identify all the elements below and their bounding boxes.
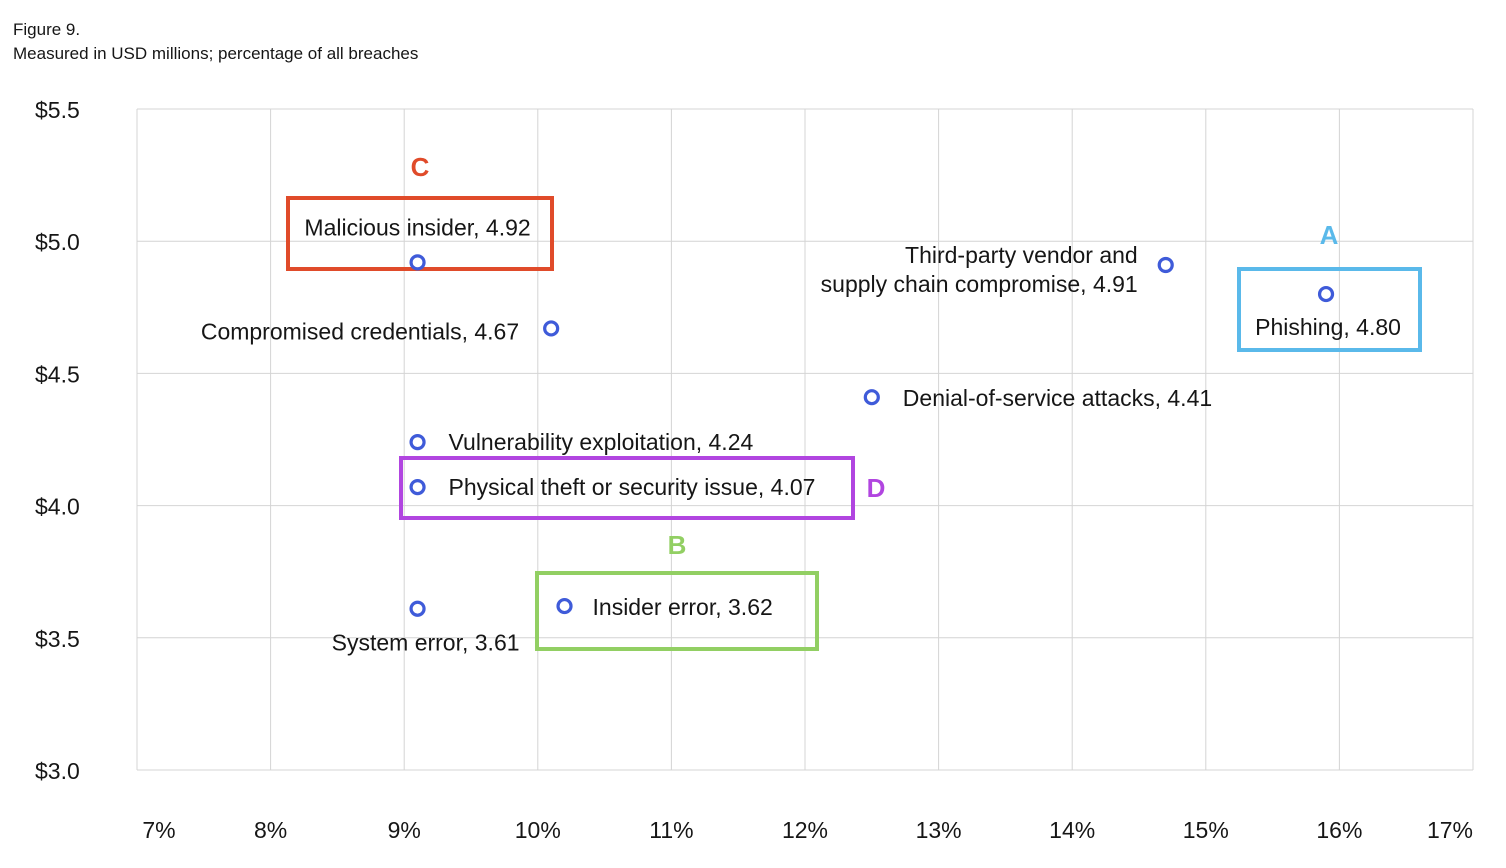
x-tick-label: 14% — [1049, 817, 1095, 843]
data-point — [409, 254, 426, 271]
point-label: Third-party vendor and supply chain compr… — [821, 242, 1138, 297]
y-tick-label: $5.0 — [35, 229, 80, 255]
y-tick-label: $4.5 — [35, 361, 80, 387]
data-point — [409, 600, 426, 617]
highlight-boxes: A B C D — [286, 152, 1422, 651]
x-tick-label: 12% — [782, 817, 828, 843]
x-tick-label: 17% — [1427, 817, 1473, 843]
point-label: Phishing, 4.80 — [1255, 314, 1401, 340]
point-label: Denial-of-service attacks, 4.41 — [903, 385, 1212, 411]
highlight-letter-b: B — [668, 530, 687, 560]
y-axis-ticks: $3.0 $3.5 $4.0 $4.5 $5.0 $5.5 — [35, 97, 80, 784]
data-point — [409, 478, 426, 496]
figure-number: Figure 9. — [13, 20, 81, 39]
highlight-letter-c: C — [411, 152, 430, 182]
x-axis-ticks: 7% 8% 9% 10% 11% 12% 13% 14% 15% 16% 17% — [142, 817, 1473, 843]
x-tick-label: 11% — [649, 817, 693, 843]
highlight-letter-d: D — [867, 473, 886, 503]
point-label: Insider error, 3.62 — [593, 594, 773, 620]
point-label: Compromised credentials, 4.67 — [201, 318, 519, 344]
highlight-letter-a: A — [1320, 220, 1339, 250]
x-tick-label: 8% — [254, 817, 287, 843]
x-tick-label: 10% — [515, 817, 561, 843]
x-tick-label: 9% — [388, 817, 421, 843]
data-point — [409, 434, 426, 451]
y-tick-label: $4.0 — [35, 494, 80, 520]
x-tick-label: 13% — [916, 817, 962, 843]
data-point — [556, 597, 573, 615]
data-point — [1317, 285, 1335, 303]
grid — [136, 108, 1474, 771]
data-point — [863, 389, 880, 406]
highlight-box-a — [1237, 267, 1422, 352]
x-tick-label: 16% — [1316, 817, 1362, 843]
highlight-box-d — [399, 456, 855, 520]
point-label: System error, 3.61 — [332, 630, 520, 656]
y-tick-label: $3.5 — [35, 626, 80, 652]
data-point — [1157, 256, 1174, 274]
chart-subtitle: Measured in USD millions; percentage of … — [13, 44, 419, 63]
point-label: Vulnerability exploitation, 4.24 — [449, 429, 754, 455]
y-tick-label: $3.0 — [35, 758, 80, 784]
y-tick-label: $5.5 — [35, 97, 80, 123]
point-label: Physical theft or security issue, 4.07 — [449, 474, 816, 500]
data-point — [543, 320, 560, 337]
data-points — [409, 254, 1335, 617]
highlight-box-b — [535, 571, 819, 651]
x-tick-label: 7% — [142, 817, 175, 843]
point-label: Malicious insider, 4.92 — [304, 214, 530, 240]
x-tick-label: 15% — [1183, 817, 1229, 843]
point-labels: Malicious insider, 4.92 Third-party vendo… — [201, 214, 1401, 655]
